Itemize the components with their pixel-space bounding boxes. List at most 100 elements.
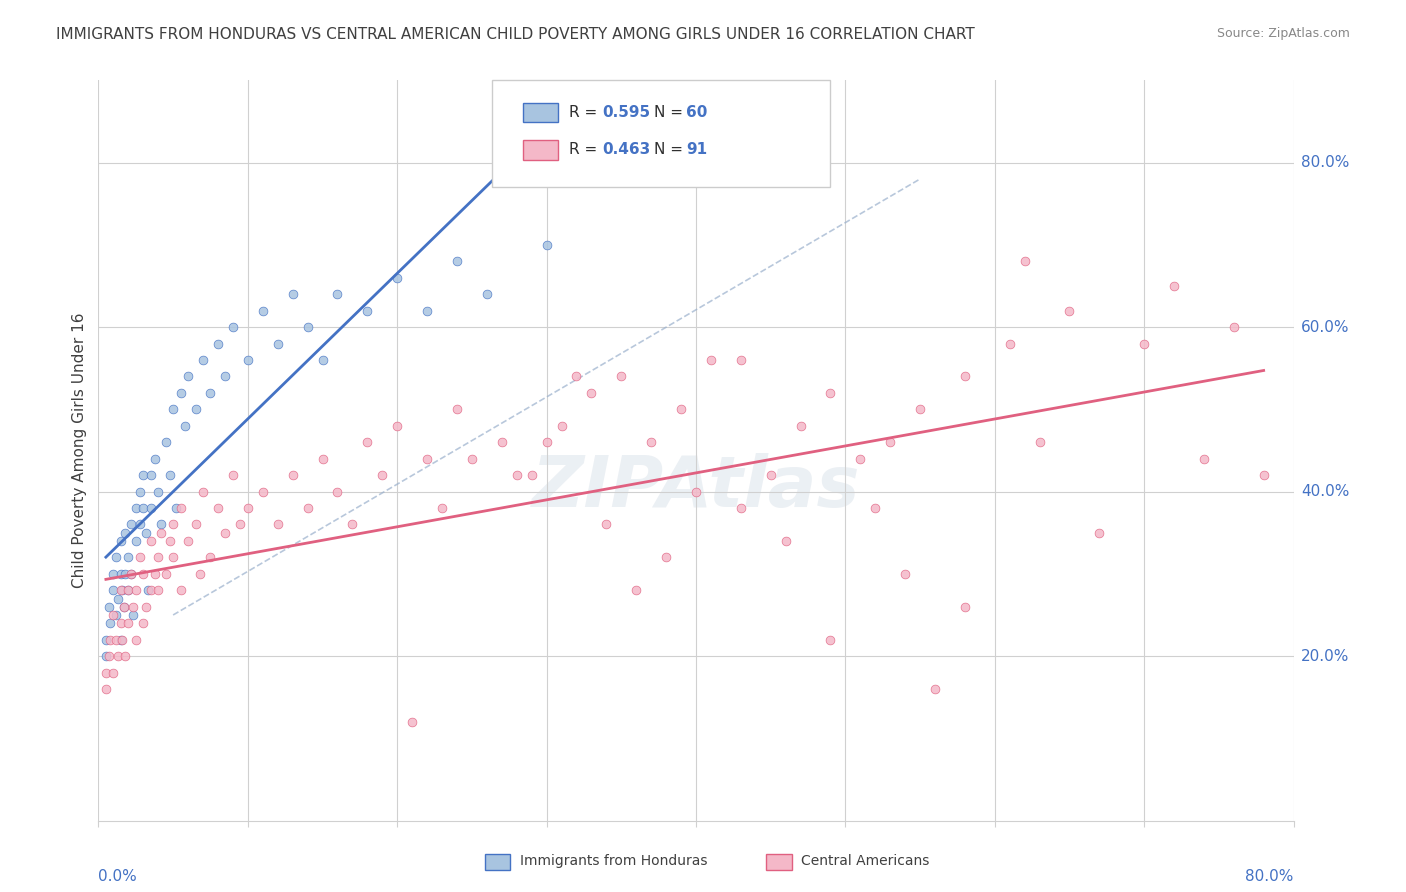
Point bbox=[94, 681, 117, 696]
Point bbox=[908, 402, 931, 417]
Point bbox=[110, 632, 132, 647]
Point bbox=[165, 501, 187, 516]
Point bbox=[121, 599, 143, 614]
Point bbox=[536, 435, 558, 450]
Text: 0.595: 0.595 bbox=[602, 105, 650, 120]
Point bbox=[222, 468, 245, 483]
Point bbox=[135, 525, 157, 540]
Text: 0.463: 0.463 bbox=[602, 143, 650, 157]
Point bbox=[114, 525, 136, 540]
Point bbox=[177, 369, 200, 384]
Point bbox=[94, 649, 117, 664]
Point bbox=[1088, 525, 1111, 540]
Point bbox=[849, 451, 872, 466]
Text: 0.0%: 0.0% bbox=[98, 869, 138, 884]
Point bbox=[924, 681, 946, 696]
Point bbox=[117, 583, 139, 598]
Point bbox=[103, 566, 125, 581]
Point bbox=[111, 632, 134, 647]
Text: N =: N = bbox=[654, 105, 688, 120]
Point bbox=[820, 632, 842, 647]
Point bbox=[94, 632, 117, 647]
Point bbox=[107, 591, 129, 606]
Point bbox=[536, 237, 558, 252]
Point bbox=[148, 583, 170, 598]
Point bbox=[117, 550, 139, 565]
Point bbox=[125, 533, 148, 548]
Point bbox=[214, 525, 236, 540]
Point bbox=[105, 632, 128, 647]
Point bbox=[159, 468, 181, 483]
Point bbox=[207, 501, 229, 516]
Point bbox=[162, 517, 184, 532]
Point bbox=[155, 435, 177, 450]
Point bbox=[385, 418, 409, 433]
Point bbox=[581, 385, 603, 400]
Point bbox=[953, 369, 976, 384]
Point bbox=[342, 517, 364, 532]
Point bbox=[311, 353, 333, 368]
Point bbox=[129, 484, 152, 499]
Point bbox=[132, 501, 155, 516]
Point bbox=[98, 632, 122, 647]
Point bbox=[461, 451, 484, 466]
Point bbox=[730, 501, 752, 516]
Point bbox=[97, 599, 120, 614]
Text: 60: 60 bbox=[686, 105, 707, 120]
Text: 20.0%: 20.0% bbox=[1301, 648, 1350, 664]
Point bbox=[281, 468, 304, 483]
Point bbox=[416, 303, 439, 318]
Point bbox=[105, 550, 128, 565]
Point bbox=[169, 501, 191, 516]
Text: N =: N = bbox=[654, 143, 688, 157]
Point bbox=[236, 501, 259, 516]
Point bbox=[953, 599, 976, 614]
Point bbox=[297, 501, 319, 516]
Point bbox=[491, 435, 513, 450]
Text: 40.0%: 40.0% bbox=[1301, 484, 1350, 500]
Point bbox=[125, 501, 148, 516]
Point bbox=[200, 385, 222, 400]
Point bbox=[550, 418, 572, 433]
Text: 60.0%: 60.0% bbox=[1301, 319, 1350, 334]
Point bbox=[114, 566, 136, 581]
Point bbox=[169, 583, 191, 598]
Point bbox=[1253, 468, 1275, 483]
Point bbox=[107, 649, 129, 664]
Point bbox=[1014, 254, 1036, 268]
Point bbox=[191, 484, 214, 499]
Point bbox=[139, 468, 162, 483]
Point bbox=[506, 468, 529, 483]
Point bbox=[640, 435, 662, 450]
Point bbox=[139, 533, 162, 548]
Point bbox=[155, 566, 177, 581]
Point bbox=[177, 533, 200, 548]
Point bbox=[103, 607, 125, 622]
Point bbox=[110, 583, 132, 598]
Point bbox=[129, 517, 152, 532]
Point bbox=[125, 583, 148, 598]
Point bbox=[655, 550, 678, 565]
Point bbox=[184, 517, 207, 532]
Point bbox=[120, 566, 142, 581]
Point bbox=[214, 369, 236, 384]
Point bbox=[94, 665, 117, 680]
Point bbox=[430, 501, 453, 516]
Point bbox=[117, 616, 139, 631]
Point bbox=[207, 336, 229, 351]
Point bbox=[371, 468, 394, 483]
Point bbox=[174, 418, 197, 433]
Point bbox=[894, 566, 917, 581]
Point bbox=[191, 353, 214, 368]
Point bbox=[200, 550, 222, 565]
Point bbox=[111, 583, 134, 598]
Point bbox=[385, 270, 409, 285]
Point bbox=[162, 402, 184, 417]
Point bbox=[685, 484, 707, 499]
Point bbox=[117, 583, 139, 598]
Text: ZIPAtlas: ZIPAtlas bbox=[531, 453, 860, 522]
Point bbox=[236, 353, 259, 368]
Point bbox=[759, 468, 782, 483]
Point bbox=[97, 649, 120, 664]
Y-axis label: Child Poverty Among Girls Under 16: Child Poverty Among Girls Under 16 bbox=[72, 313, 87, 588]
